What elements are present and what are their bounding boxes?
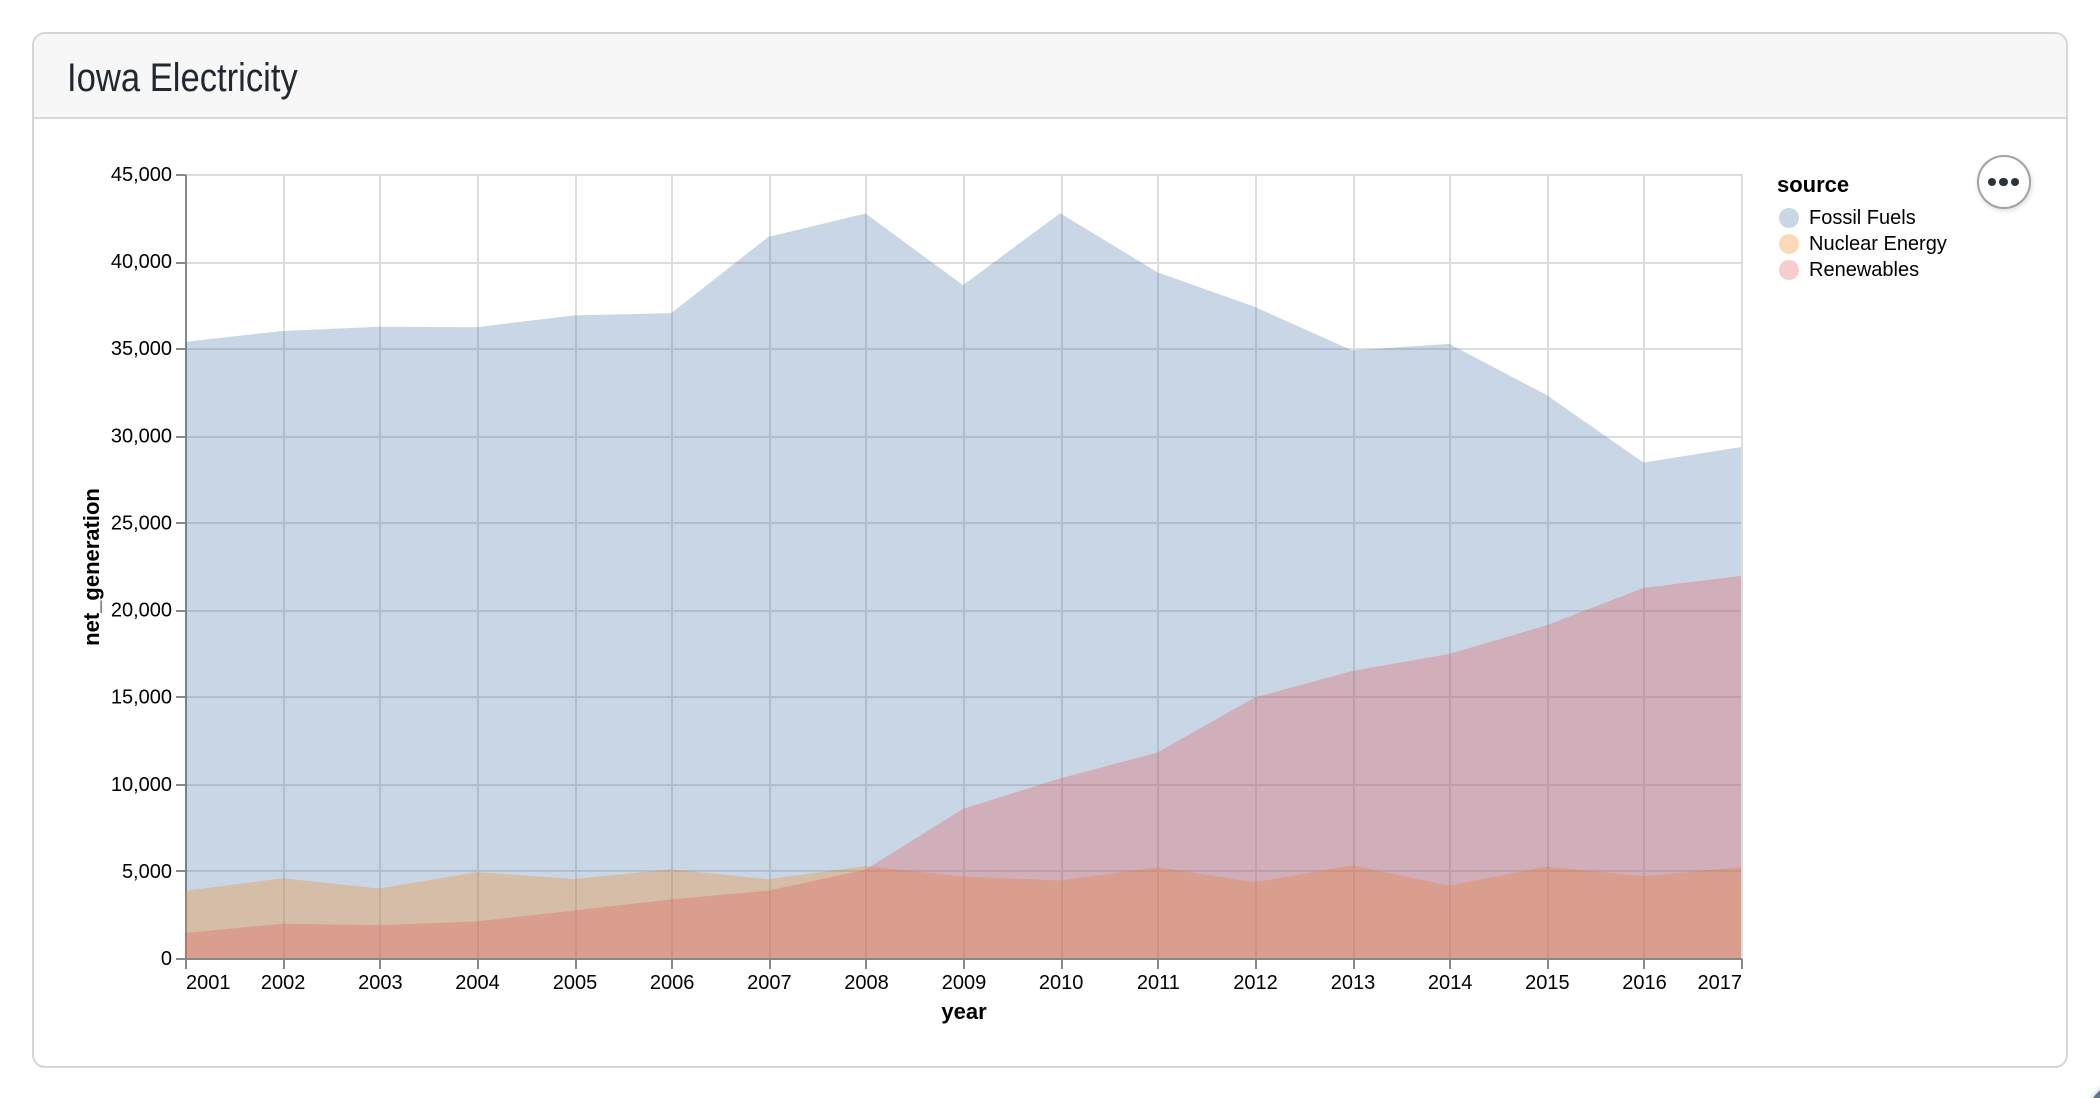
svg-text:2013: 2013 xyxy=(1331,972,1376,994)
svg-text:Nuclear Energy: Nuclear Energy xyxy=(1809,233,1947,255)
svg-text:35,000: 35,000 xyxy=(111,338,172,360)
svg-text:2004: 2004 xyxy=(455,972,500,994)
svg-text:15,000: 15,000 xyxy=(111,687,172,709)
svg-text:year: year xyxy=(941,999,987,1024)
svg-text:2009: 2009 xyxy=(942,972,987,994)
svg-text:2017: 2017 xyxy=(1697,972,1742,994)
svg-text:2010: 2010 xyxy=(1039,972,1084,994)
svg-text:Fossil Fuels: Fossil Fuels xyxy=(1809,207,1916,229)
svg-text:5,000: 5,000 xyxy=(122,861,172,883)
svg-text:2002: 2002 xyxy=(261,972,306,994)
svg-text:2006: 2006 xyxy=(650,972,695,994)
svg-text:40,000: 40,000 xyxy=(111,251,172,273)
svg-text:source: source xyxy=(1777,172,1849,197)
svg-text:Renewables: Renewables xyxy=(1809,259,1919,281)
svg-text:2014: 2014 xyxy=(1428,972,1473,994)
svg-text:25,000: 25,000 xyxy=(111,513,172,535)
svg-text:20,000: 20,000 xyxy=(111,600,172,622)
svg-text:net_generation: net_generation xyxy=(79,488,104,646)
svg-text:2012: 2012 xyxy=(1233,972,1278,994)
svg-text:45,000: 45,000 xyxy=(111,164,172,186)
svg-text:10,000: 10,000 xyxy=(111,774,172,796)
svg-text:2015: 2015 xyxy=(1525,972,1570,994)
svg-text:0: 0 xyxy=(161,948,172,970)
svg-text:2007: 2007 xyxy=(747,972,792,994)
svg-text:2011: 2011 xyxy=(1137,972,1180,994)
svg-text:2016: 2016 xyxy=(1622,972,1667,994)
svg-text:30,000: 30,000 xyxy=(111,425,172,447)
svg-text:2005: 2005 xyxy=(553,972,598,994)
svg-text:2001: 2001 xyxy=(186,972,231,994)
svg-text:2008: 2008 xyxy=(844,972,889,994)
svg-text:2003: 2003 xyxy=(358,972,403,994)
